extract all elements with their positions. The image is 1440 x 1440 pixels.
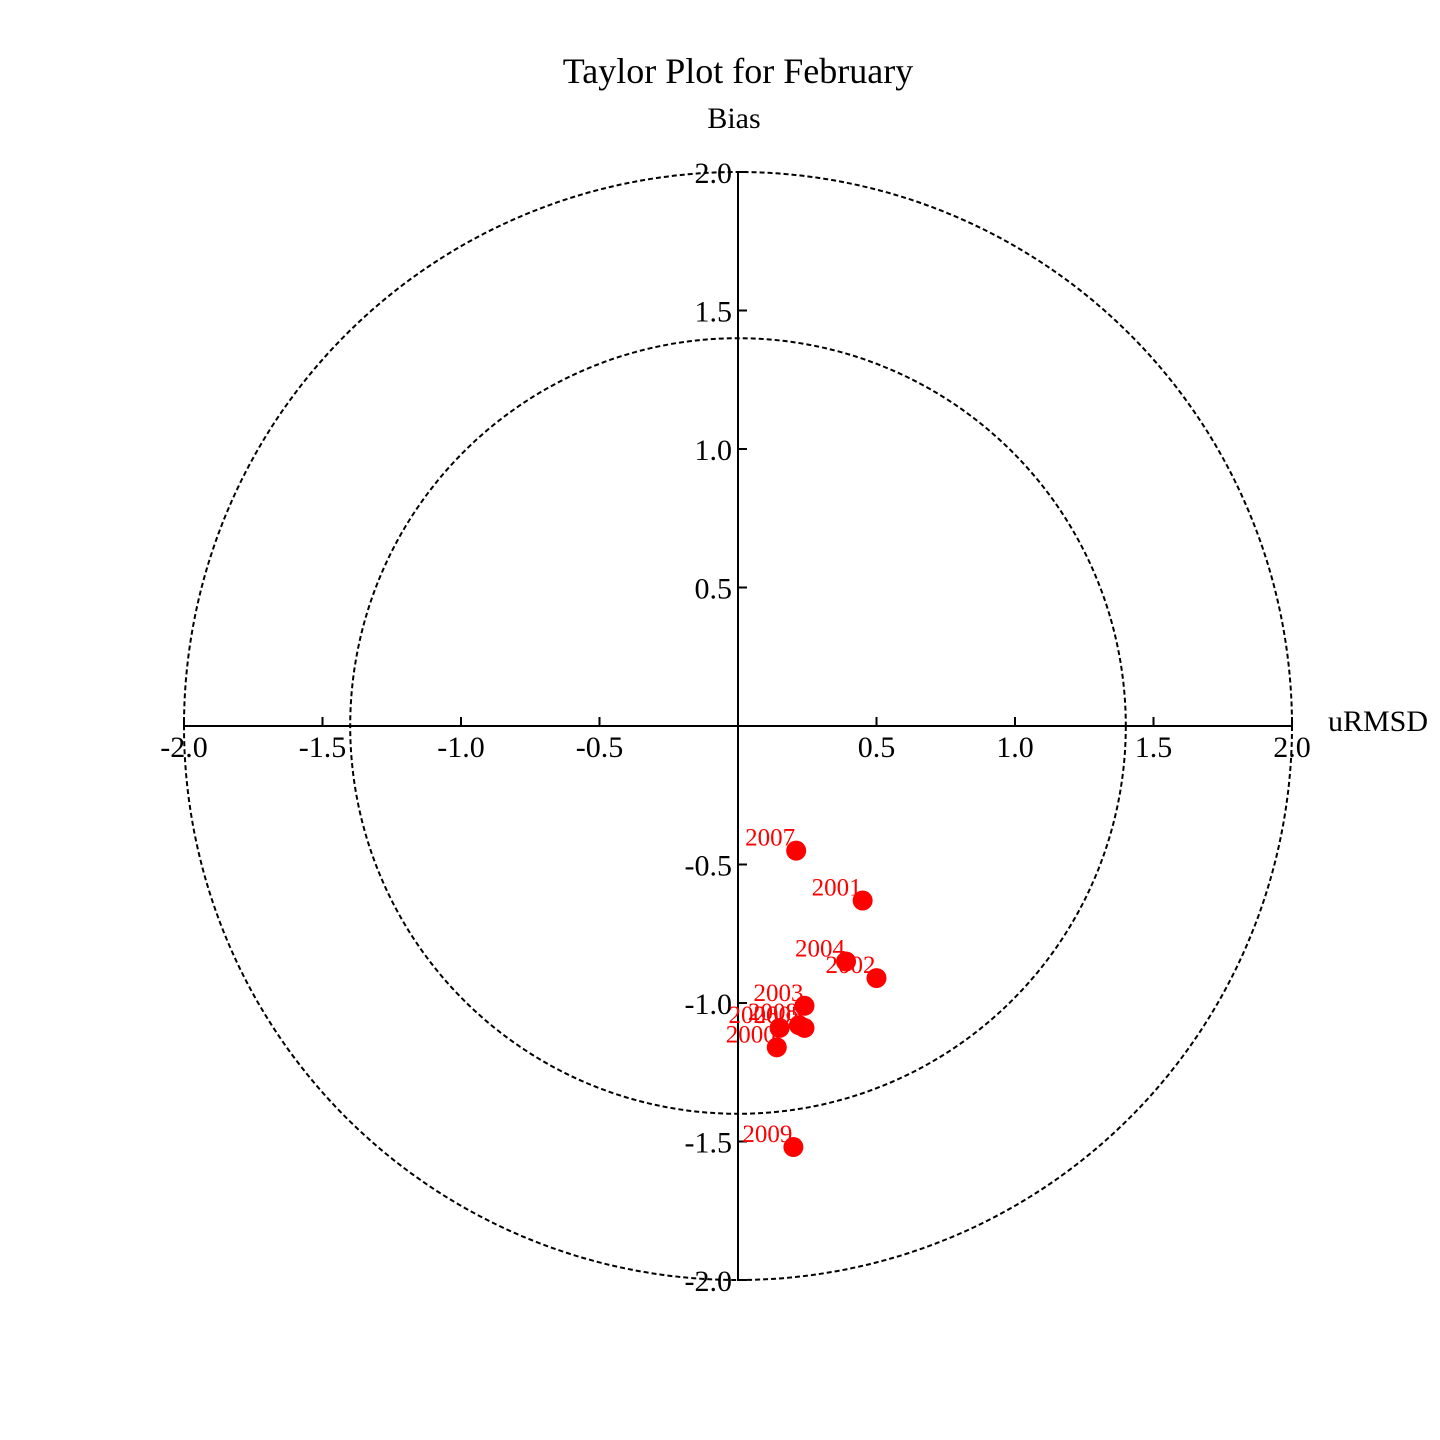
x-tick-label: 1.0 <box>996 731 1034 764</box>
x-tick-label: 1.5 <box>1135 731 1173 764</box>
data-point-2004 <box>836 951 857 972</box>
y-tick-label: -0.5 <box>685 850 733 883</box>
data-point-label-2003: 2003 <box>753 980 803 1007</box>
data-point-2003 <box>794 995 815 1016</box>
y-tick-label: -1.0 <box>685 988 733 1021</box>
data-point-label-2009: 2009 <box>742 1121 792 1148</box>
x-tick-label: -1.0 <box>437 731 485 764</box>
y-tick-label: -1.5 <box>685 1127 733 1160</box>
data-point-label-2000: 2000 <box>726 1021 776 1048</box>
y-tick-label: 0.5 <box>695 573 733 606</box>
data-point-label-2004: 2004 <box>795 935 846 962</box>
data-point-label-2002: 2002 <box>826 952 876 979</box>
data-point-2007 <box>786 840 807 861</box>
y-tick-label: 1.0 <box>695 434 733 467</box>
x-tick-label: -1.5 <box>299 731 347 764</box>
y-tick-label: 1.5 <box>695 296 733 329</box>
x-tick-label: 0.5 <box>858 731 896 764</box>
data-point-label-2007: 2007 <box>745 825 795 852</box>
tick-marks <box>183 171 1293 1281</box>
tick-labels: -2.0 -1.5 -1.0 -0.5 0.5 1.0 1.5 2.0 2.0 1.5 1.0 0.5… <box>160 157 1311 1298</box>
data-point-label-2006: 2006 <box>729 1002 779 1029</box>
y-tick-label: -2.0 <box>685 1265 733 1298</box>
y-axis-label: Bias <box>707 102 760 135</box>
data-point-2001 <box>852 890 873 911</box>
data-point-2000 <box>766 1037 787 1058</box>
axes <box>184 172 1292 1281</box>
x-axis-label: uRMSD <box>1328 705 1428 738</box>
x-tick-label: -0.5 <box>576 731 624 764</box>
data-point-2002 <box>866 968 887 989</box>
chart-title: Taylor Plot for February <box>563 51 913 91</box>
data-point-label-2001: 2001 <box>812 875 862 902</box>
data-points <box>766 840 887 1158</box>
data-point-2008 <box>788 1015 809 1036</box>
x-tick-label: -2.0 <box>160 731 208 764</box>
data-point-label-2005: 2005 <box>753 1002 803 1029</box>
y-tick-label: 2.0 <box>695 157 733 190</box>
x-tick-label: 2.0 <box>1273 731 1311 764</box>
data-point-2006 <box>769 1017 790 1038</box>
data-point-2009 <box>783 1137 804 1158</box>
data-point-label-2008: 2008 <box>748 999 798 1026</box>
